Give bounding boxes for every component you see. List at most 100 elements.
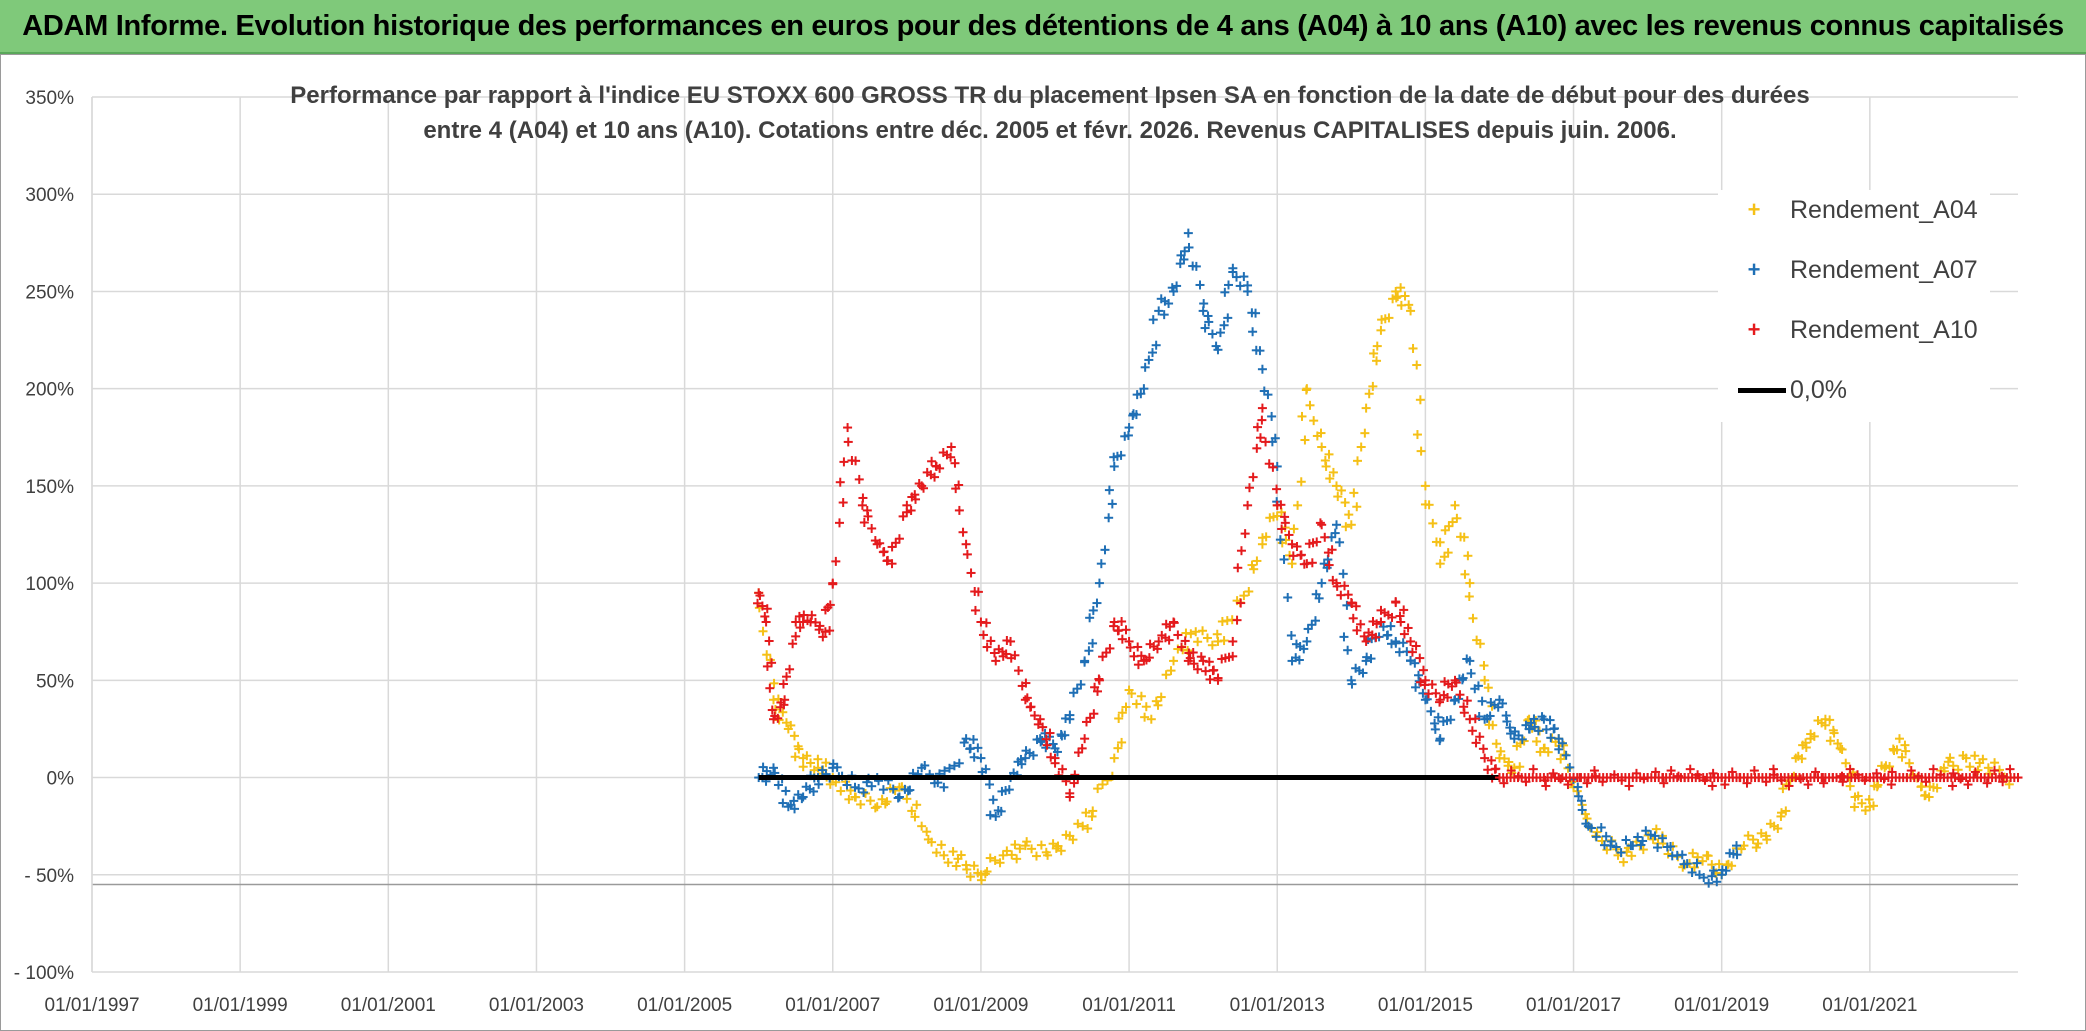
point-rendement-a04 [1344, 510, 1354, 520]
point-rendement-a10 [1065, 792, 1075, 802]
point-rendement-a10 [1240, 529, 1250, 539]
point-rendement-a04 [1364, 389, 1374, 399]
point-rendement-a04 [927, 837, 937, 847]
point-rendement-a04 [872, 802, 882, 812]
y-tick-label: 150% [25, 477, 74, 498]
point-rendement-a07 [1037, 736, 1047, 746]
point-rendement-a04 [1002, 846, 1012, 856]
point-rendement-a07 [1164, 299, 1174, 309]
point-rendement-a10 [839, 457, 849, 467]
plus-marker-icon: + [1747, 257, 1761, 282]
point-rendement-a07 [1224, 280, 1234, 290]
x-axis: 01/01/1997 01/01/1999 01/01/2001 01/01/2003… [44, 995, 1917, 1016]
point-rendement-a10 [1030, 711, 1040, 721]
point-rendement-a04 [1346, 520, 1356, 530]
point-rendement-a04 [762, 650, 772, 660]
point-rendement-a10 [1117, 616, 1127, 626]
point-rendement-a07 [1104, 485, 1114, 495]
point-rendement-a04 [1027, 844, 1037, 854]
point-rendement-a07 [973, 743, 983, 753]
point-rendement-a07 [1159, 310, 1169, 320]
point-rendement-a10 [927, 456, 937, 466]
point-rendement-a07 [1088, 638, 1098, 648]
point-rendement-a04 [798, 762, 808, 772]
point-rendement-a07 [1577, 805, 1587, 815]
point-rendement-a10 [902, 500, 912, 510]
point-rendement-a04 [1305, 400, 1315, 410]
point-rendement-a10 [950, 458, 960, 468]
point-rendement-a04 [1829, 728, 1839, 738]
report-banner: ADAM Informe. Evolution historique des p… [0, 0, 2086, 54]
point-rendement-a10 [764, 636, 774, 646]
point-rendement-a10 [961, 539, 971, 549]
point-rendement-a10 [1982, 778, 1992, 788]
point-rendement-a04 [769, 678, 779, 688]
point-rendement-a10 [1193, 664, 1203, 674]
point-rendement-a10 [857, 500, 867, 510]
point-rendement-a07 [1219, 320, 1229, 330]
point-rendement-a04 [1833, 739, 1843, 749]
point-rendement-a04 [861, 788, 871, 798]
point-rendement-a07 [1128, 409, 1138, 419]
point-rendement-a07 [769, 763, 779, 773]
point-rendement-a10 [1035, 714, 1045, 724]
point-rendement-a04 [1688, 848, 1698, 858]
point-rendement-a04 [1416, 446, 1426, 456]
point-rendement-a07 [1317, 578, 1327, 588]
point-rendement-a10 [962, 549, 972, 559]
point-rendement-a10 [1480, 753, 1490, 763]
point-rendement-a10 [1403, 623, 1413, 633]
point-rendement-a10 [982, 642, 992, 652]
point-rendement-a10 [1020, 695, 1030, 705]
point-rendement-a07 [1573, 782, 1583, 792]
point-rendement-a10 [791, 631, 801, 641]
point-rendement-a04 [1781, 806, 1791, 816]
point-rendement-a10 [1042, 740, 1052, 750]
point-rendement-a07 [1172, 281, 1182, 291]
point-rendement-a10 [1089, 709, 1099, 719]
point-rendement-a04 [1948, 761, 1958, 771]
point-rendement-a10 [807, 610, 817, 620]
point-rendement-a04 [1146, 714, 1156, 724]
point-rendement-a07 [1682, 859, 1692, 869]
point-rendement-a07 [1148, 315, 1158, 325]
point-rendement-a07 [1411, 682, 1421, 692]
point-rendement-a10 [998, 651, 1008, 661]
point-rendement-a07 [1084, 646, 1094, 656]
point-rendement-a07 [1200, 323, 1210, 333]
point-rendement-a04 [1036, 840, 1046, 850]
point-rendement-a10 [1371, 632, 1381, 642]
point-rendement-a07 [1517, 734, 1527, 744]
point-rendement-a07 [1545, 715, 1555, 725]
point-rendement-a07 [1207, 329, 1217, 339]
point-rendement-a04 [1113, 743, 1123, 753]
point-rendement-a10 [1292, 542, 1302, 552]
point-rendement-a04 [1136, 691, 1146, 701]
point-rendement-a10 [1021, 678, 1031, 688]
point-rendement-a04 [1012, 854, 1022, 864]
point-rendement-a07 [1704, 878, 1714, 888]
x-tick-label: 01/01/2005 [637, 995, 732, 1016]
point-rendement-a04 [1424, 500, 1434, 510]
point-rendement-a07 [1204, 317, 1214, 327]
point-rendement-a07 [1358, 668, 1368, 678]
point-rendement-a10 [1784, 781, 1794, 791]
point-rendement-a10 [1948, 768, 1958, 778]
chart-title-line-1: Performance par rapport à l'indice EU ST… [290, 82, 1810, 109]
point-rendement-a04 [1978, 754, 1988, 764]
point-rendement-a04 [1078, 821, 1088, 831]
point-rendement-a07 [1549, 723, 1559, 733]
point-rendement-a10 [838, 498, 848, 508]
point-rendement-a04 [1153, 700, 1163, 710]
point-rendement-a04 [1239, 591, 1249, 601]
point-rendement-a04 [936, 840, 946, 850]
point-rendement-a04 [1140, 712, 1150, 722]
point-rendement-a07 [1554, 744, 1564, 754]
point-rendement-a10 [755, 591, 765, 601]
point-rendement-a04 [1376, 325, 1386, 335]
point-rendement-a04 [1244, 587, 1254, 597]
point-rendement-a10 [1376, 617, 1386, 627]
point-rendement-a10 [825, 626, 835, 636]
point-rendement-a07 [981, 764, 991, 774]
point-rendement-a10 [1963, 780, 1973, 790]
